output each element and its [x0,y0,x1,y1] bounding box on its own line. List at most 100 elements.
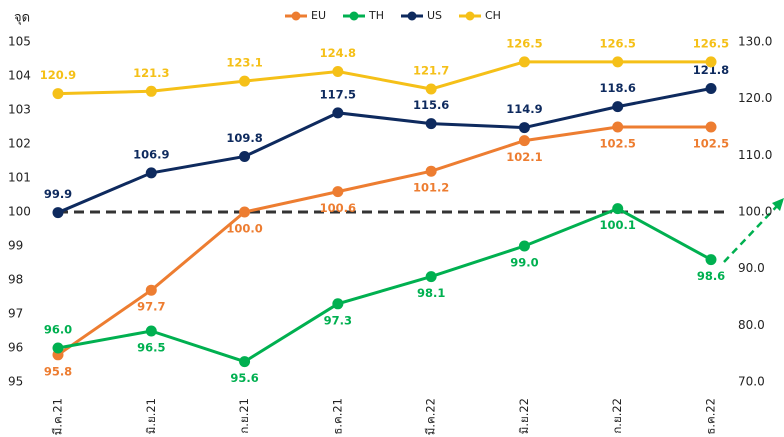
legend-label: TH [368,9,384,22]
value-label: 123.1 [226,56,262,70]
point [239,75,251,87]
point [145,167,157,179]
point [612,56,624,68]
value-label: 99.9 [44,187,72,201]
point [145,85,157,97]
legend-label: CH [485,9,501,22]
point [705,121,717,133]
x-tick-label: มี.ค.22 [424,398,438,435]
point [425,271,437,283]
point [239,206,251,218]
y2-tick-label: 110.0 [738,148,772,162]
point [612,121,624,133]
value-label: 106.9 [133,147,169,161]
x-tick-label: มี.ค.21 [51,398,65,435]
legend-marker [291,11,301,21]
y2-tick-label: 100.0 [738,205,772,219]
series-line [57,125,711,357]
value-label: 99.0 [510,256,538,270]
y-tick-label: 98 [8,273,23,287]
value-label: 115.6 [413,98,449,112]
point [705,82,717,94]
value-label: 102.5 [600,137,636,151]
point [705,56,717,68]
value-label: 101.2 [413,181,449,195]
legend-marker [465,11,475,21]
legend-label: US [427,9,442,22]
series-line [57,206,712,364]
value-label: 95.8 [44,364,72,378]
y-tick-label: 102 [8,137,31,151]
point [239,356,251,368]
value-label: 126.5 [506,36,542,50]
value-label: 121.7 [413,64,449,78]
y-tick-label: 100 [8,205,31,219]
value-label: 124.8 [320,46,356,60]
y-tick-label: 104 [8,69,31,83]
value-label: 121.8 [693,63,729,77]
value-label: 118.6 [600,81,636,95]
point [332,186,344,198]
legend-marker [349,11,359,21]
y-tick-label: 96 [8,341,23,355]
point [332,65,344,77]
point [425,165,437,177]
value-label: 102.1 [506,150,542,164]
x-tick-label: ก.ย.21 [237,398,251,434]
series-line [57,86,712,214]
point [705,254,717,266]
y2-tick-label: 80.0 [738,318,765,332]
y-tick-label: 99 [8,239,23,253]
value-label: 126.5 [693,36,729,50]
value-label: 98.1 [417,286,445,300]
point [145,284,157,296]
legend-marker [407,11,417,21]
value-label: 97.7 [137,300,165,314]
x-tick-label: มิ.ย.21 [144,398,158,434]
y-tick-label: 97 [8,307,23,321]
trend-arrow [723,204,779,263]
point [518,122,530,134]
point [145,325,157,337]
point [612,101,624,113]
value-label: 100.1 [600,218,636,232]
point [612,203,624,215]
point [52,207,64,219]
point [332,298,344,310]
value-label: 126.5 [600,36,636,50]
series-line [57,60,711,96]
value-label: 98.6 [697,269,725,283]
y-tick-label: 105 [8,35,31,49]
x-tick-label: ก.ย.22 [610,398,624,434]
y2-tick-label: 90.0 [738,261,765,275]
value-label: 102.5 [693,137,729,151]
value-label: 96.0 [44,323,72,337]
x-tick-label: มิ.ย.22 [517,398,531,434]
legend-label: EU [311,9,326,22]
value-label: 121.3 [133,66,169,80]
point [425,118,437,130]
y2-tick-label: 130.0 [738,35,772,49]
point [332,107,344,119]
value-label: 109.8 [226,131,262,145]
point [425,83,437,95]
value-label: 96.5 [137,341,165,355]
y-tick-label: 103 [8,103,31,117]
y2-tick-label: 70.0 [738,375,765,389]
point [52,342,64,354]
value-label: 100.6 [320,201,356,215]
y2-tick-label: 120.0 [738,91,772,105]
point [52,88,64,100]
value-label: 120.9 [40,68,76,82]
value-label: 114.9 [506,102,542,116]
value-label: 97.3 [324,313,352,327]
point [518,56,530,68]
point [239,150,251,162]
x-tick-label: ธ.ค.21 [330,398,344,435]
value-label: 100.0 [226,222,262,236]
value-label: 117.5 [320,87,356,101]
arrow-head [772,198,784,211]
x-tick-label: ธ.ค.22 [704,398,718,435]
point [518,240,530,252]
